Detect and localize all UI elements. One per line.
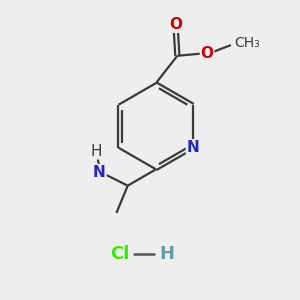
Text: O: O <box>169 17 182 32</box>
Text: H: H <box>90 144 102 159</box>
Text: O: O <box>201 46 214 61</box>
Text: N: N <box>187 140 200 155</box>
Text: N: N <box>93 165 106 180</box>
Text: H: H <box>159 245 174 263</box>
Text: Cl: Cl <box>110 245 129 263</box>
Text: CH₃: CH₃ <box>234 36 260 50</box>
